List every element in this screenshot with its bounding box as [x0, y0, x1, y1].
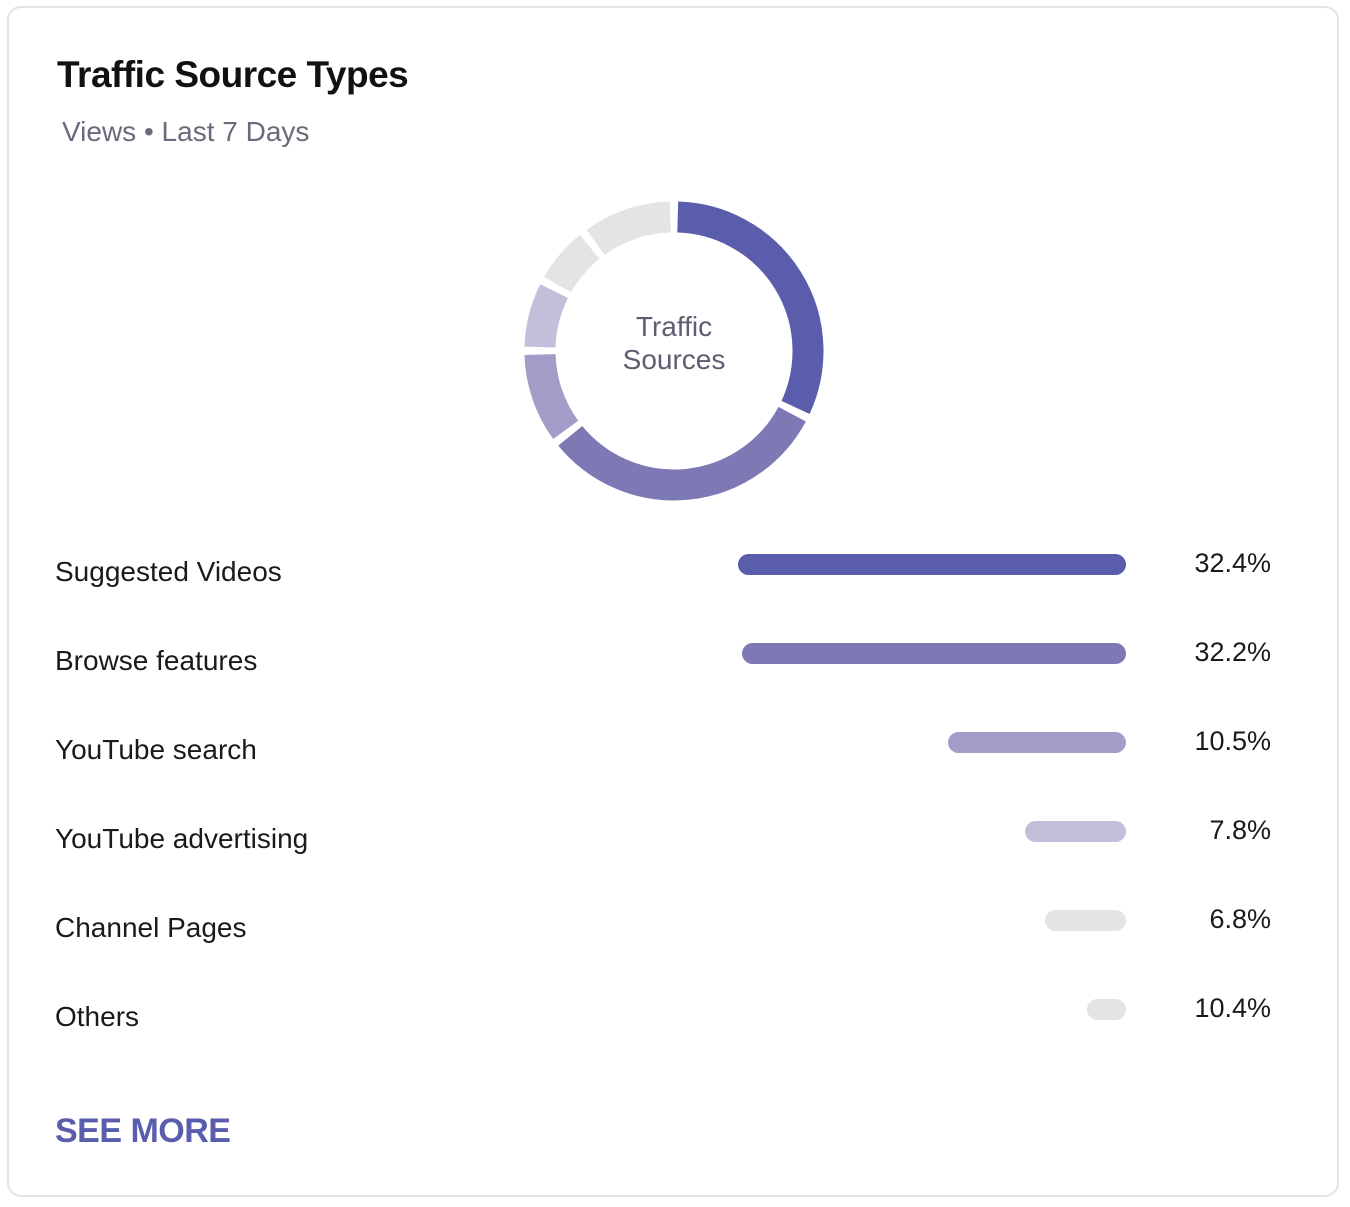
- card-title: Traffic Source Types: [57, 54, 409, 95]
- traffic-source-row: Channel Pages 6.8%: [9, 900, 1341, 960]
- traffic-source-percent: 10.4%: [1194, 993, 1271, 1023]
- donut-segment: [586, 201, 672, 256]
- donut-segment: [677, 201, 824, 414]
- traffic-source-row: Others 10.4%: [9, 989, 1341, 1049]
- traffic-source-bar: [1087, 999, 1126, 1020]
- donut-segment: [544, 234, 600, 293]
- traffic-source-percent: 7.8%: [1209, 815, 1271, 845]
- traffic-source-label: YouTube advertising: [55, 823, 309, 854]
- traffic-source-bar: [738, 554, 1126, 575]
- traffic-source-card: Traffic Source Types Views • Last 7 Days…: [7, 6, 1339, 1197]
- traffic-source-percent: 32.2%: [1194, 637, 1271, 667]
- traffic-source-bar: [1045, 910, 1126, 931]
- traffic-sources-donut: [524, 201, 824, 501]
- traffic-source-bar: [948, 732, 1126, 753]
- card-subtitle: Views • Last 7 Days: [62, 116, 310, 147]
- traffic-source-row: YouTube advertising 7.8%: [9, 811, 1341, 871]
- traffic-source-percent: 10.5%: [1194, 726, 1271, 756]
- donut-center-line-1: Traffic: [635, 311, 713, 342]
- traffic-source-label: YouTube search: [55, 734, 257, 765]
- traffic-source-percent: 32.4%: [1194, 548, 1271, 578]
- traffic-source-bar: [742, 643, 1126, 664]
- donut-segment: [524, 353, 579, 440]
- traffic-source-percent: 6.8%: [1209, 904, 1271, 934]
- traffic-source-row: YouTube search 10.5%: [9, 722, 1341, 782]
- see-more-link[interactable]: SEE MORE: [55, 1112, 231, 1150]
- donut-center-line-2: Sources: [622, 344, 726, 375]
- traffic-source-row: Browse features 32.2%: [9, 633, 1341, 693]
- traffic-source-label: Others: [55, 1001, 140, 1032]
- donut-center-label: Traffic Sources: [574, 310, 774, 376]
- donut-segment: [524, 284, 569, 348]
- traffic-source-bar: [1025, 821, 1126, 842]
- traffic-source-label: Suggested Videos: [55, 556, 282, 587]
- traffic-source-label: Channel Pages: [55, 912, 247, 943]
- donut-segment: [558, 406, 806, 501]
- traffic-source-label: Browse features: [55, 645, 258, 676]
- traffic-source-row: Suggested Videos 32.4%: [9, 544, 1341, 604]
